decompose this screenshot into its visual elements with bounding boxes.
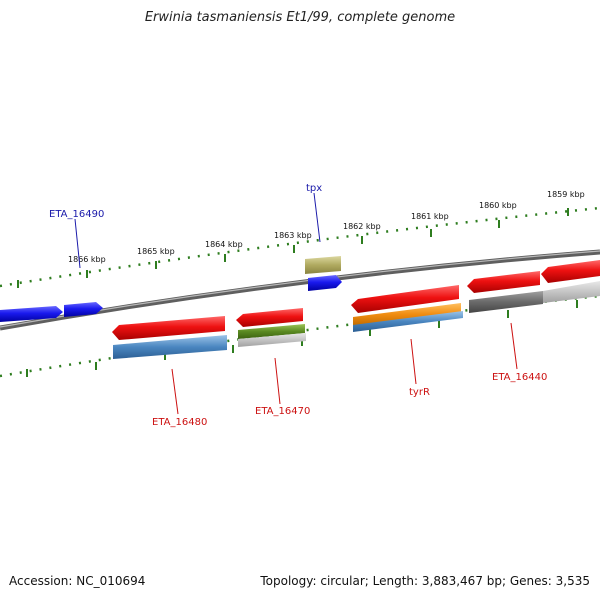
leader-eta-16470	[274, 357, 281, 405]
leader-eta-16440	[510, 322, 518, 370]
gene-label-eta-16490: ETA_16490	[49, 209, 104, 220]
gene-olive[interactable]	[305, 256, 341, 274]
leader-eta-16480	[171, 368, 179, 415]
map-title: Erwinia tasmaniensis Et1/99, complete ge…	[144, 10, 456, 25]
gene-eta-16490-a[interactable]	[0, 306, 63, 322]
gene-tpx[interactable]	[308, 275, 342, 291]
leader-tpx	[313, 192, 321, 243]
scale-label-1860: 1860 kbp	[479, 201, 517, 210]
outer-ruler	[0, 206, 600, 288]
accession-text: Accession: NC_010694	[9, 574, 146, 588]
scale-label-1863: 1863 kbp	[274, 231, 312, 240]
gene-eta-16440[interactable]	[467, 271, 543, 313]
gene-label-eta-16480: ETA_16480	[152, 417, 207, 428]
scale-label-1865: 1865 kbp	[137, 247, 175, 256]
gene-label-eta-16470: ETA_16470	[255, 406, 310, 417]
gene-eta-16490-b[interactable]	[64, 302, 103, 317]
scale-label-1861: 1861 kbp	[411, 212, 449, 221]
leader-tyrR	[410, 338, 417, 385]
gene-eta-16470[interactable]	[236, 308, 306, 347]
leader-eta-16490	[74, 218, 81, 269]
scale-label-1866: 1866 kbp	[68, 255, 106, 264]
scale-label-1862: 1862 kbp	[343, 222, 381, 231]
gene-label-tpx: tpx	[306, 183, 322, 194]
scale-label-1859: 1859 kbp	[547, 190, 585, 199]
gene-eta-16480[interactable]	[112, 316, 227, 359]
gene-label-eta-16440: ETA_16440	[492, 372, 547, 383]
gene-right-edge[interactable]	[541, 260, 600, 303]
gene-tyrR[interactable]	[351, 285, 463, 332]
gene-label-tyrR: tyrR	[409, 387, 430, 398]
genome-summary-text: Topology: circular; Length: 3,883,467 bp…	[260, 574, 590, 588]
scale-label-1864: 1864 kbp	[205, 240, 243, 249]
